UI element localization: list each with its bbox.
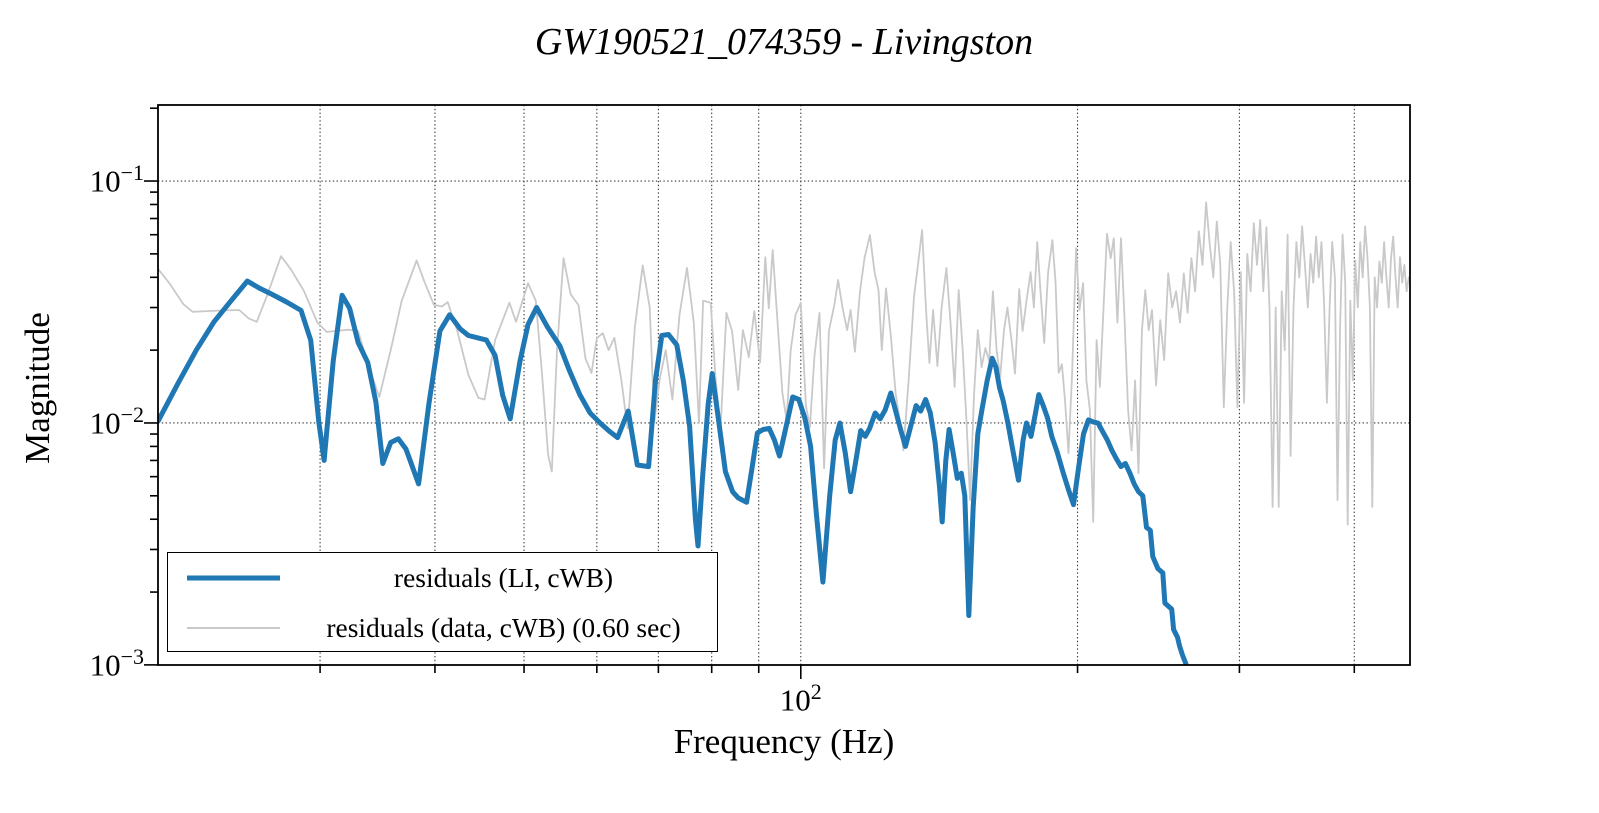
legend-entry: residuals (data, cWB) (0.60 sec) <box>168 603 717 653</box>
x-tick-label: 102 <box>779 679 822 718</box>
legend-label: residuals (LI, cWB) <box>393 562 614 593</box>
chart-title: GW190521_074359 - Livingston <box>534 21 1034 63</box>
y-tick-label: 10−2 <box>89 401 144 441</box>
legend-line-blue <box>187 575 280 581</box>
y-tick-label: 10−3 <box>89 643 144 683</box>
legend-label: residuals (data, cWB) (0.60 sec) <box>326 612 681 643</box>
y-tick-label: 10−1 <box>89 160 144 199</box>
legend-line-gray <box>187 627 280 629</box>
legend: residuals (LI, cWB) residuals (data, cWB… <box>167 552 718 652</box>
x-axis-label: Frequency (Hz) <box>673 722 895 761</box>
y-axis-label: Magnitude <box>18 312 57 464</box>
legend-entry: residuals (LI, cWB) <box>168 553 717 603</box>
